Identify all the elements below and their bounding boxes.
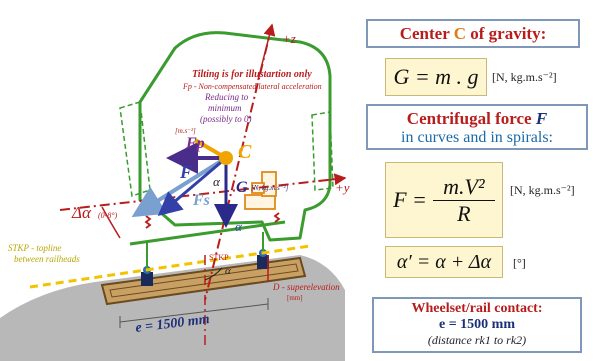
fp-note-2: Reducing to <box>204 92 249 102</box>
stkp-note-1: STKP - topline <box>8 243 61 253</box>
contact-gauge: e = 1500 mm <box>438 317 515 332</box>
f-vector <box>157 156 227 216</box>
fp-unit: [m.s⁻²] <box>175 127 196 135</box>
label-fp: Fp <box>185 135 205 152</box>
stkp-label: STKP <box>209 253 229 262</box>
centrifugal-formula: F = m.V² R <box>385 162 503 238</box>
right-spring <box>273 212 281 223</box>
g-unit: [N, kg.m.s⁻²] <box>251 184 289 192</box>
gravity-title-box: Center C of gravity: <box>366 19 580 48</box>
label-fs: Fs <box>192 192 210 209</box>
right-window <box>311 111 334 191</box>
right-rail <box>257 255 269 269</box>
superelevation-label: D - superelevation <box>272 282 340 292</box>
stkp-note-2: between railheads <box>14 254 80 264</box>
stkp-topline <box>29 244 311 289</box>
left-rail <box>141 272 153 286</box>
left-window <box>119 101 151 197</box>
contact-box: Wheelset/rail contact: e = 1500 mm (dist… <box>372 297 582 353</box>
fs-vector <box>131 156 228 218</box>
centrifugal-title-box: Centrifugal force F in curves and in spi… <box>366 104 588 150</box>
label-plus-z: +z <box>282 31 296 46</box>
delta-alpha-label: Δα <box>71 203 92 222</box>
alpha-rail-label: α <box>225 265 231 277</box>
gravity-title: Center C of gravity: <box>399 23 547 43</box>
gravity-formula: G = m . g <box>385 58 487 96</box>
label-plus-y: +y <box>335 180 350 195</box>
fp-note-3: minimum <box>208 103 242 113</box>
bogie-frame <box>129 220 286 246</box>
car-body <box>138 31 332 242</box>
label-f: F <box>179 162 192 182</box>
centrifugal-unit: [N, kg.m.s⁻²] <box>510 183 575 197</box>
tilt-note: Tilting is for illustartion only <box>192 69 312 80</box>
label-g: G <box>236 179 248 196</box>
fp-note-1: Fp - Non-compensated lateral acceleratio… <box>182 82 322 91</box>
delta-alpha-range: (0-8°) <box>98 211 118 220</box>
gravity-unit: [N, kg.m.s⁻²] <box>492 70 557 84</box>
gauge-dimension-line <box>119 303 269 323</box>
label-alpha-left: α <box>213 174 221 189</box>
centrifugal-title-line2: in curves and in spirals: <box>401 129 553 146</box>
label-alpha-bottom: α <box>235 219 243 234</box>
left-spring <box>144 215 152 229</box>
alpha-unit: [°] <box>513 256 526 270</box>
fp-note-4: (possibly to 0) <box>200 114 252 124</box>
superelevation-unit: [mm] <box>287 294 303 302</box>
y-axis <box>59 177 346 211</box>
alpha-formula: α′ = α + Δα <box>385 246 503 278</box>
contact-note: (distance rk1 to rk2) <box>427 333 527 347</box>
sleeper-inner <box>109 263 299 298</box>
label-c: C <box>238 141 252 163</box>
contact-title: Wheelset/rail contact: <box>411 301 543 316</box>
centrifugal-title-line1: Centrifugal force F <box>406 109 548 128</box>
center-of-gravity-point <box>219 151 233 165</box>
